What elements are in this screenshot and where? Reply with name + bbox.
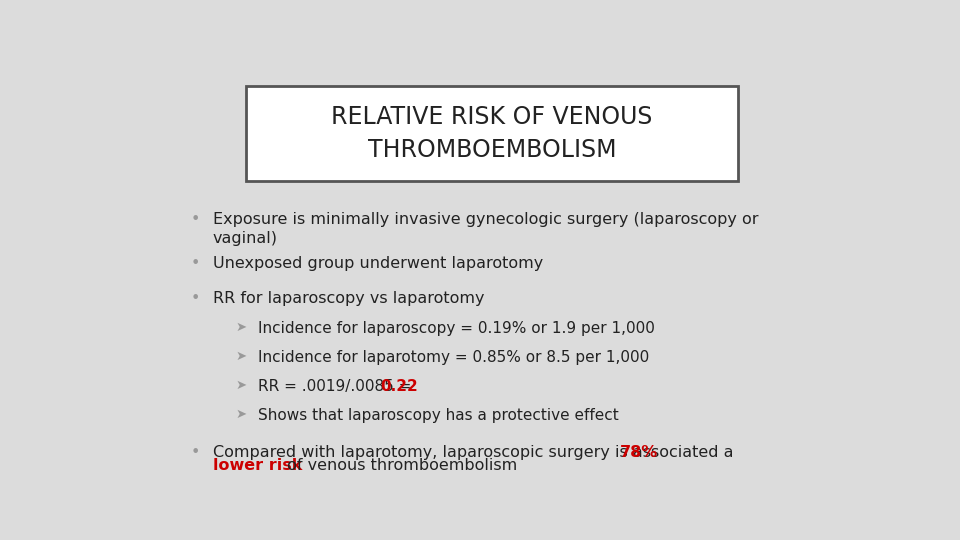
- Text: •: •: [191, 446, 200, 460]
- Text: of venous thromboembolism: of venous thromboembolism: [282, 458, 517, 473]
- Text: Compared with laparotomy, laparoscopic surgery is associated a: Compared with laparotomy, laparoscopic s…: [213, 446, 738, 460]
- Text: ➤: ➤: [235, 408, 247, 421]
- Text: Shows that laparoscopy has a protective effect: Shows that laparoscopy has a protective …: [257, 408, 618, 423]
- Text: ➤: ➤: [235, 379, 247, 392]
- Text: •: •: [191, 292, 200, 306]
- Text: ➤: ➤: [235, 349, 247, 363]
- Text: 0.22: 0.22: [380, 379, 418, 394]
- Text: RR = .0019/.0085 =: RR = .0019/.0085 =: [257, 379, 416, 394]
- Text: Incidence for laparotomy = 0.85% or 8.5 per 1,000: Incidence for laparotomy = 0.85% or 8.5 …: [257, 349, 649, 364]
- Text: RELATIVE RISK OF VENOUS
THROMBOEMBOLISM: RELATIVE RISK OF VENOUS THROMBOEMBOLISM: [331, 105, 653, 162]
- Text: RR for laparoscopy vs laparotomy: RR for laparoscopy vs laparotomy: [213, 292, 485, 306]
- Text: ➤: ➤: [235, 321, 247, 334]
- FancyBboxPatch shape: [247, 85, 737, 181]
- Text: •: •: [191, 212, 200, 227]
- Text: •: •: [191, 256, 200, 271]
- Text: lower risk: lower risk: [213, 458, 302, 473]
- Text: 78%: 78%: [620, 446, 659, 460]
- Text: Incidence for laparoscopy = 0.19% or 1.9 per 1,000: Incidence for laparoscopy = 0.19% or 1.9…: [257, 321, 655, 335]
- Text: Unexposed group underwent laparotomy: Unexposed group underwent laparotomy: [213, 256, 543, 271]
- Text: Exposure is minimally invasive gynecologic surgery (laparoscopy or
vaginal): Exposure is minimally invasive gynecolog…: [213, 212, 758, 246]
